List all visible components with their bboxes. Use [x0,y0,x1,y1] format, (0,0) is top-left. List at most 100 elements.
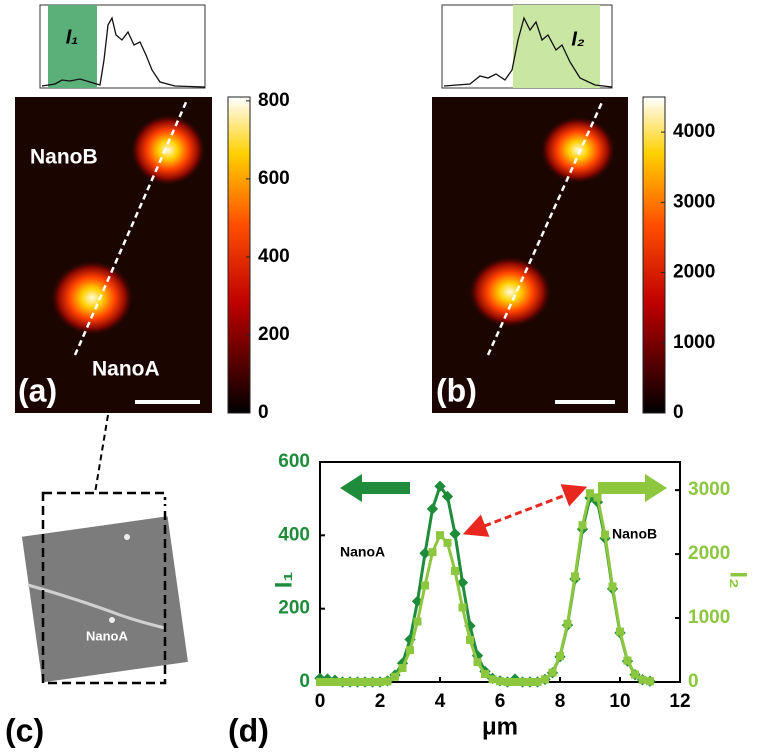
point [638,675,647,684]
point [556,652,564,661]
point [316,678,324,686]
point [541,675,549,684]
hist-label: I₂ [571,28,585,50]
colorbar-tick-label: 400 [258,246,290,267]
point [548,668,557,677]
point [481,670,489,679]
y-axis-label: I₁ [270,572,297,589]
point [533,678,542,686]
point [526,678,534,686]
point [391,672,399,681]
heatmap-a: NanoB NanoA (a) [15,97,212,413]
y-tick-label: 200 [278,598,310,619]
colorbar-tick-label: 3000 [673,191,715,212]
point [353,678,362,686]
point [458,603,467,612]
y2-tick-label: 2000 [688,543,730,564]
point [563,619,572,628]
x-tick-label: 4 [435,691,446,712]
point [511,678,519,686]
point [631,670,639,679]
point [323,678,332,686]
colorbar [227,96,251,414]
sem-image: NanoB NanoA (c) [5,414,205,748]
point [593,493,602,502]
point [428,548,437,557]
point [601,530,609,539]
annotation: NanoB [30,146,98,169]
x-tick-label: 8 [555,691,566,712]
point [368,678,377,686]
point [421,581,429,590]
y-tick-label: 600 [278,451,310,472]
panel-label: (d) [228,712,269,748]
point [436,531,444,540]
point [426,503,439,515]
panel-label: (b) [436,372,477,408]
point [488,675,497,684]
point [346,678,354,686]
panel-label: (c) [5,712,44,748]
arrow [598,474,667,502]
annotation: NanoA [340,544,385,560]
point [338,678,347,686]
hist-label: I₁ [66,26,79,48]
point [456,576,469,589]
y2-tick-label: 1000 [688,607,730,628]
colorbar-tick-label: 800 [258,90,290,111]
x-tick-label: 6 [495,691,506,712]
y-tick-label: 400 [278,524,310,545]
point [449,528,461,540]
y2-axis-label: I₂ [725,571,752,588]
heatmap-b: (b) [432,97,628,413]
x-tick-label: 2 [375,691,386,712]
point [361,678,369,686]
colorbar-tick-label: 0 [258,402,269,423]
colorbar-tick-label: 2000 [673,262,715,283]
point [383,677,392,686]
arrow [340,474,410,502]
point [413,617,422,626]
y2-tick-label: 0 [688,671,699,692]
annotation: NanoB [64,513,106,528]
point [571,572,579,581]
annotation: NanoA [92,358,160,381]
point [473,658,482,667]
point [518,678,527,686]
point [608,582,617,591]
point [331,678,339,686]
point [496,677,504,686]
point [419,547,431,559]
histogram-a: I₁ [39,4,206,89]
x-tick-label: 0 [315,691,326,712]
x-axis-label: μm [482,713,518,740]
colorbar-tick-label: 1000 [673,332,715,353]
annotation: NanoB [612,526,657,542]
arrow [462,484,588,537]
y2-tick-label: 3000 [688,479,730,500]
point [623,656,632,665]
y-tick-label: 0 [299,671,310,692]
point [406,646,414,655]
point [441,490,454,503]
point [434,480,446,492]
x-tick-label: 10 [609,691,630,712]
annotation: NanoA [86,628,129,643]
point [586,489,594,498]
point [646,677,654,686]
point [578,521,587,530]
point [466,635,474,644]
histogram-b: I₂ [441,4,613,89]
colorbar-tick-label: 600 [258,168,290,189]
colorbar-tick-label: 4000 [673,121,715,142]
colorbar-tick-label: 0 [673,402,684,423]
x-tick-label: 12 [669,691,690,712]
point [503,678,512,686]
point [616,627,624,636]
panel-label: (a) [18,372,57,408]
point [451,566,459,575]
colorbar-tick-label: 200 [258,324,290,345]
point [443,538,452,547]
point [376,678,384,686]
